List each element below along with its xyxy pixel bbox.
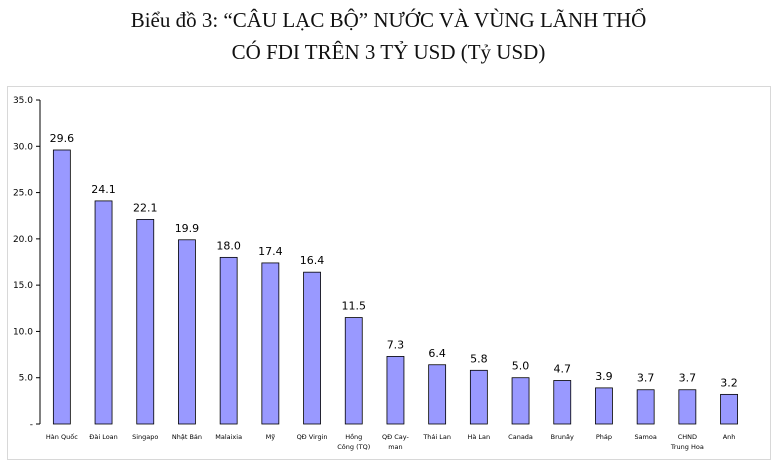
x-tick-label: Brunây	[551, 433, 574, 441]
data-label: 29.6	[50, 132, 75, 145]
bar	[428, 364, 447, 425]
x-tick-label: Malaixia	[215, 433, 242, 441]
data-label: 11.5	[342, 300, 367, 313]
bar	[511, 377, 530, 425]
bar	[469, 369, 488, 425]
y-tick-label: -	[30, 420, 33, 430]
data-label: 19.9	[175, 222, 200, 235]
x-tick-label: Samoa	[634, 433, 656, 441]
y-tick-label: 30.0	[13, 142, 33, 152]
data-label: 6.4	[428, 347, 446, 360]
bar	[303, 271, 321, 425]
y-tick-label: 25.0	[13, 189, 33, 199]
data-label: 3.2	[720, 376, 738, 389]
data-label: 7.3	[387, 338, 405, 351]
x-tick-label: CHND	[678, 433, 697, 441]
bar	[178, 239, 196, 425]
y-tick-label: 10.0	[13, 327, 33, 337]
x-tick-label: Thái Lan	[422, 433, 451, 441]
bar	[261, 262, 280, 425]
bar	[219, 256, 238, 425]
x-tick-label: QĐ Cay-	[382, 433, 409, 441]
chart-title-line-2: CÓ FDI TRÊN 3 TỶ USD (Tỷ USD)	[231, 40, 546, 64]
y-tick-label: 35.0	[13, 96, 33, 106]
x-tick-label: Pháp	[596, 433, 612, 441]
y-tick-label: 5.0	[19, 374, 34, 384]
y-tick-label: 20.0	[13, 235, 33, 245]
x-tick-label: Hà Lan	[468, 433, 491, 441]
data-label: 16.4	[300, 254, 325, 267]
data-label: 17.4	[258, 245, 283, 258]
data-label: 5.0	[512, 360, 530, 373]
data-label: 18.0	[216, 239, 241, 252]
bar	[720, 393, 738, 425]
x-tick-label: Hồng	[345, 433, 362, 441]
data-label: 4.7	[554, 362, 572, 375]
x-tick-label: Công (TQ)	[337, 443, 370, 451]
bar	[553, 380, 572, 425]
bar	[344, 317, 363, 425]
x-tick-label: Anh	[723, 433, 736, 441]
bar	[386, 356, 405, 425]
data-label: 3.7	[637, 372, 655, 385]
x-tick-label: man	[388, 443, 402, 451]
bar	[52, 149, 71, 425]
x-tick-label: Canada	[508, 433, 533, 441]
x-tick-label: QĐ Virgin	[297, 433, 328, 441]
x-tick-label: Hàn Quốc	[46, 433, 78, 441]
chart-title-line-1: Biểu đồ 3: “CÂU LẠC BỘ” NƯỚC VÀ VÙNG LÃN…	[130, 8, 647, 32]
bar	[678, 389, 697, 425]
x-tick-label: Trung Hoa	[670, 443, 704, 451]
bar	[136, 219, 155, 425]
bar	[636, 389, 655, 425]
x-tick-label: Mỹ	[266, 433, 276, 441]
bar	[595, 387, 613, 425]
bar	[94, 200, 113, 425]
chart-frame	[7, 86, 771, 460]
y-tick-label: 15.0	[13, 281, 33, 291]
data-label: 24.1	[91, 183, 116, 196]
data-label: 3.7	[679, 372, 697, 385]
x-tick-label: Singapo	[132, 433, 158, 441]
data-label: 3.9	[595, 370, 613, 383]
data-label: 22.1	[133, 201, 158, 214]
x-tick-label: Nhật Bản	[172, 433, 202, 441]
x-tick-label: Đài Loan	[89, 433, 117, 441]
data-label: 5.8	[470, 352, 488, 365]
